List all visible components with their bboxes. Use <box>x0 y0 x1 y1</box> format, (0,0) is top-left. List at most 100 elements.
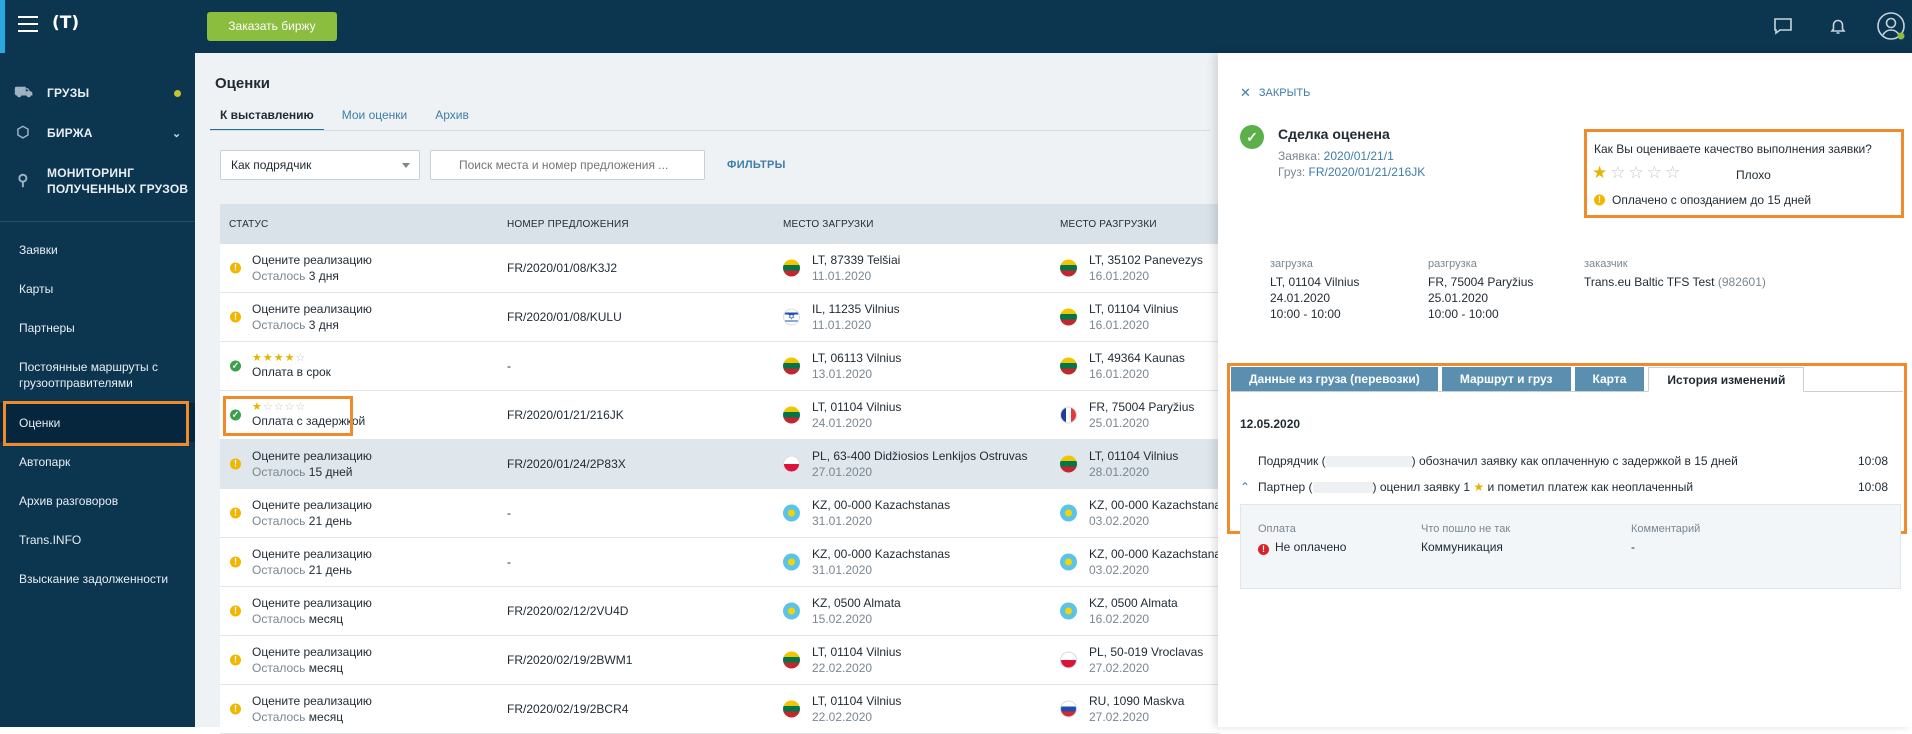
tab-archive[interactable]: Архив <box>435 108 469 122</box>
sidebar-item-routes[interactable]: Постоянные маршруты с грузоотправителями <box>0 347 195 403</box>
sidebar-item-transinfo[interactable]: Trans.INFO <box>0 520 195 559</box>
tab-history[interactable]: История изменений <box>1648 367 1805 392</box>
sidebar-item-debt[interactable]: Взыскание задолженности <box>0 559 195 598</box>
column-header-loading[interactable]: МЕСТО ЗАГРУЗКИ <box>783 218 874 230</box>
number-cell: - <box>507 555 511 569</box>
loading-place: IL, 11235 Vilnius <box>812 302 900 316</box>
rating-stars[interactable]: ★☆☆☆☆ <box>1592 163 1684 182</box>
flag-icon <box>1060 308 1077 326</box>
order-link[interactable]: 2020/01/21/1 <box>1323 149 1394 163</box>
top-bar: (T) Заказать биржу <box>0 0 1912 53</box>
sidebar-item-ratings[interactable]: Оценки <box>0 403 195 442</box>
sidebar-item-fleet[interactable]: Автопарк <box>0 442 195 481</box>
sidebar-item-monitoring[interactable]: ⚲ МОНИТОРИНГ ПОЛУЧЕННЫХ ГРУЗОВ <box>0 153 195 209</box>
status-cell: ! Оцените реализацию Осталось месяц <box>220 595 497 627</box>
trans-logo[interactable]: (T) <box>52 13 80 33</box>
table-row[interactable]: ! Оцените реализацию Осталось месяц FR/2… <box>220 685 1220 734</box>
history-text: ) обозначил заявку как оплаченную с заде… <box>1411 454 1738 468</box>
table-row[interactable]: ✓ ★☆☆☆☆ Оплата с задержкой FR/2020/01/21… <box>220 391 1220 440</box>
truck-cart-icon: ⛟ <box>14 84 34 101</box>
flag-icon <box>783 700 800 718</box>
bell-icon[interactable] <box>1826 14 1850 38</box>
column-header-status[interactable]: СТАТУС <box>229 218 269 230</box>
status-text: Оплата в срок <box>252 365 331 379</box>
status-cell: ! Оцените реализацию Осталось 3 дня <box>220 252 497 284</box>
status-text: Оцените реализацию <box>252 302 372 316</box>
number-cell: FR/2020/01/24/2P83X <box>507 457 626 471</box>
role-select[interactable]: Как подрядчик <box>220 150 420 180</box>
chat-icon[interactable] <box>1771 14 1795 38</box>
column-header-number[interactable]: НОМЕР ПРЕДЛОЖЕНИЯ <box>507 218 629 230</box>
table-row[interactable]: ✓ ★★★★☆ Оплата в срок - LT, 06113 Vilniu… <box>220 342 1220 391</box>
unloading-date: 03.02.2020 <box>1089 514 1150 528</box>
cargo-link[interactable]: FR/2020/01/21/216JK <box>1308 165 1426 179</box>
time-left: Осталось 21 день <box>252 513 497 529</box>
unloading-cell: PL, 50-019 Vroclavas 27.02.2020 <box>1050 644 1220 676</box>
tab-cargo-data[interactable]: Данные из груза (перевозки) <box>1231 367 1438 391</box>
loading-date: 13.01.2020 <box>812 367 873 381</box>
status-cell: ! Оцените реализацию Осталось месяц <box>220 693 497 725</box>
history-time: 10:08 <box>1857 480 1888 494</box>
tab-map[interactable]: Карта <box>1574 367 1645 391</box>
table-row[interactable]: ! Оцените реализацию Осталось 3 дня FR/2… <box>220 293 1220 342</box>
loading-place: KZ, 00-000 Kazachstanas <box>812 547 951 561</box>
table-row[interactable]: ! Оцените реализацию Осталось месяц FR/2… <box>220 587 1220 636</box>
unloading-date: 16.01.2020 <box>1089 269 1150 283</box>
rating-question: Как Вы оцениваете качество выполнения за… <box>1594 142 1872 156</box>
time-left-value: месяц <box>308 661 344 675</box>
sidebar-item-cargo[interactable]: ⛟ ГРУЗЫ <box>0 73 195 113</box>
search-input[interactable] <box>430 150 705 180</box>
sidebar-item-partners[interactable]: Партнеры <box>0 308 195 347</box>
history-detail: Оплата ! Не оплачено Что пошло не так Ком… <box>1240 504 1901 589</box>
status-cell: ✓ ★☆☆☆☆ Оплата с задержкой <box>220 401 497 429</box>
sidebar-item-orders[interactable]: Заявки <box>0 230 195 269</box>
filters-button[interactable]: ФИЛЬТРЫ <box>727 159 786 171</box>
table-row[interactable]: ! Оцените реализацию Осталось 21 день - … <box>220 489 1220 538</box>
loading-cell: ✡ IL, 11235 Vilnius 11.01.2020 <box>773 301 1050 333</box>
sidebar-item-maps[interactable]: Карты <box>0 269 195 308</box>
sidebar-item-exchange[interactable]: ⬡ БИРЖА ⌄ <box>0 113 195 153</box>
close-button[interactable]: ✕ ЗАКРЫТЬ <box>1240 85 1310 101</box>
tab-route-cargo[interactable]: Маршрут и груз <box>1441 367 1571 391</box>
loading-date: 15.02.2020 <box>812 612 873 626</box>
payment-col: Оплата ! Не оплачено <box>1258 520 1346 556</box>
loading-label: загрузка <box>1270 258 1313 270</box>
ratings-table: СТАТУС НОМЕР ПРЕДЛОЖЕНИЯ МЕСТО ЗАГРУЗКИ … <box>220 204 1220 734</box>
loading-place: PL, 63-400 Didžiosios Lenkijos Ostruvas <box>812 449 1028 463</box>
order-exchange-button[interactable]: Заказать биржу <box>207 12 337 41</box>
time-left-value: 15 дней <box>308 465 353 479</box>
check-circle-icon: ✓ <box>230 409 241 421</box>
history-text: и пометил платеж как неоплаченный <box>1487 480 1694 494</box>
unloading-date: 27.02.2020 <box>1089 710 1150 724</box>
unloading-place: PL, 50-019 Vroclavas <box>1089 645 1204 659</box>
table-row[interactable]: ! Оцените реализацию Осталось месяц FR/2… <box>220 636 1220 685</box>
history-entry[interactable]: ⌃ Партнер () оценил заявку 1 ★ и пометил… <box>1240 480 1888 494</box>
unloading-place: LT, 01104 Vilnius <box>1089 449 1179 463</box>
unloading-date: 16.02.2020 <box>1089 612 1150 626</box>
warning-icon: ! <box>230 311 241 323</box>
table-row[interactable]: ! Оцените реализацию Осталось 21 день - … <box>220 538 1220 587</box>
time-left-label: Осталось <box>252 612 306 626</box>
wrong-value: Коммуникация <box>1421 540 1503 554</box>
menu-icon[interactable] <box>18 16 38 34</box>
sidebar-item-label: Оценки <box>19 415 61 430</box>
flag-icon <box>783 553 800 571</box>
unloading-date: 25.01.2020 <box>1089 416 1150 430</box>
loading-date: 24.01.2020 <box>1270 291 1331 305</box>
tab-to-rate[interactable]: К выставлению <box>210 102 324 131</box>
history-date: 12.05.2020 <box>1240 417 1301 431</box>
status-text: Оцените реализацию <box>252 253 372 267</box>
chevron-down-icon: ⌄ <box>172 127 182 140</box>
table-row[interactable]: ! Оцените реализацию Осталось 3 дня FR/2… <box>220 244 1220 293</box>
time-left-value: 21 день <box>308 514 353 528</box>
table-row[interactable]: ! Оцените реализацию Осталось 15 дней FR… <box>220 440 1220 489</box>
column-header-unloading[interactable]: МЕСТО РАЗГРУЗКИ <box>1060 218 1157 230</box>
chevron-up-icon[interactable]: ⌃ <box>1240 480 1251 494</box>
sidebar-item-call-archive[interactable]: Архив разговоров <box>0 481 195 520</box>
loading-place: LT, 01104 Vilnius <box>812 694 902 708</box>
customer-info: заказчик Trans.eu Baltic TFS Test (98260… <box>1584 256 1766 290</box>
tab-my-ratings[interactable]: Мои оценки <box>341 108 408 122</box>
role-select-value: Как подрядчик <box>231 158 312 172</box>
time-left-label: Осталось <box>252 710 306 724</box>
user-avatar-icon[interactable] <box>1876 11 1906 41</box>
